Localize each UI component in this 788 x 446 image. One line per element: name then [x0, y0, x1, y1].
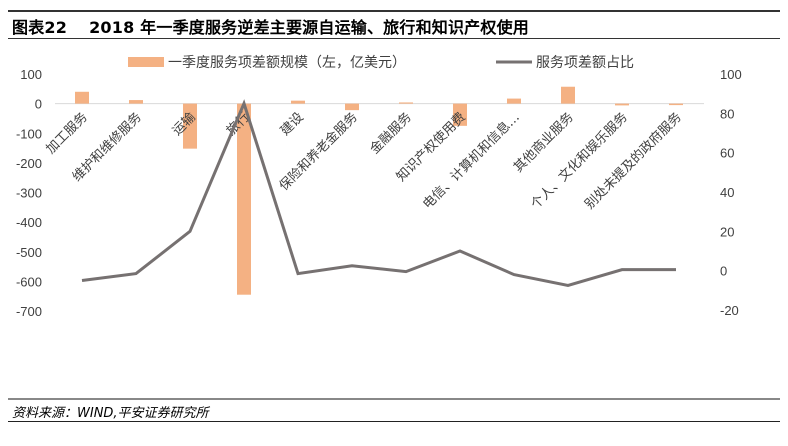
bar-2 — [183, 103, 197, 149]
figure-title-text: 2018 年一季度服务逆差主要源自运输、旅行和知识产权使用 — [89, 18, 529, 37]
left-axis-tick: -700 — [16, 304, 42, 319]
bar-3 — [237, 103, 251, 295]
left-axis-tick: -200 — [16, 156, 42, 171]
left-axis-tick: -400 — [16, 215, 42, 230]
right-axis-tick: 60 — [720, 146, 734, 161]
bar-11 — [669, 103, 683, 106]
right-axis-tick: 80 — [720, 106, 734, 121]
figure-number: 图表22 — [12, 18, 68, 37]
category-label: 个人、文化和娱乐服务 — [528, 109, 631, 212]
right-axis-tick: 0 — [720, 264, 727, 279]
category-label: 建设 — [278, 110, 307, 139]
combo-chart: 一季度服务项差额规模（左，亿美元） 服务项差额占比 1000-100-200-30… — [16, 55, 742, 319]
title-rule — [8, 38, 780, 39]
bar-10 — [615, 103, 629, 106]
category-label: 电信、计算机和信息… — [420, 109, 523, 212]
figure-title: 图表22 2018 年一季度服务逆差主要源自运输、旅行和知识产权使用 — [12, 14, 529, 38]
source-top-rule — [8, 398, 780, 400]
left-axis-tick: -600 — [16, 274, 42, 289]
left-axis-tick: 0 — [35, 97, 42, 112]
left-axis-tick: -100 — [16, 126, 42, 141]
legend-bar-swatch — [128, 57, 164, 67]
legend: 一季度服务项差额规模（左，亿美元） 服务项差额占比 — [128, 55, 634, 71]
bar-7 — [453, 103, 467, 126]
source-bottom-rule — [8, 421, 780, 422]
left-axis-tick: 100 — [20, 67, 42, 82]
legend-bar-label: 一季度服务项差额规模（左，亿美元） — [168, 55, 406, 71]
bar-9 — [561, 86, 575, 104]
left-y-axis: 100 0 -100 -200 -300 -400 -500 -600 -700 — [16, 67, 42, 319]
bar-0 — [75, 91, 89, 104]
category-label: 加工服务 — [43, 109, 91, 157]
bar-8 — [507, 98, 521, 104]
category-label: 别处未提及的政府服务 — [582, 109, 685, 212]
left-axis-tick: -300 — [16, 186, 42, 201]
right-axis-tick: 20 — [720, 224, 734, 239]
legend-line-label: 服务项差额占比 — [536, 55, 634, 71]
source-note: 资料来源：WIND,平安证券研究所 — [12, 406, 209, 421]
top-rule — [8, 10, 780, 12]
right-axis-tick: -20 — [720, 303, 739, 318]
right-axis-tick: 40 — [720, 185, 734, 200]
bar-6 — [399, 102, 413, 104]
category-label: 金融服务 — [367, 109, 415, 157]
right-y-axis: 100 80 60 40 20 0 -20 — [720, 67, 742, 318]
bar-4 — [291, 100, 305, 104]
bar-5 — [345, 103, 359, 111]
right-axis-tick: 100 — [720, 67, 742, 82]
line-series — [81, 99, 676, 287]
left-axis-tick: -500 — [16, 245, 42, 260]
bar-series — [75, 86, 683, 295]
bar-1 — [129, 100, 143, 104]
